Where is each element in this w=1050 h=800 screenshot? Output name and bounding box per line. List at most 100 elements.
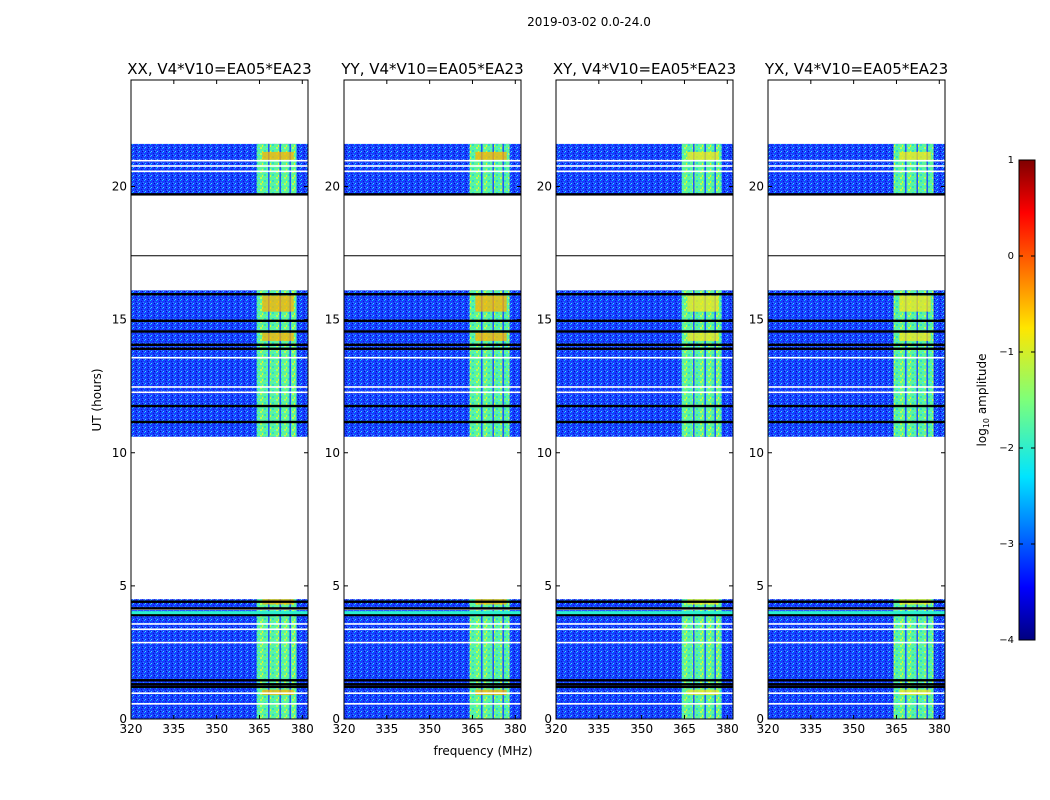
flag-line	[768, 386, 945, 388]
flag-line	[131, 703, 308, 705]
gap-line	[344, 347, 521, 350]
flag-line	[556, 692, 733, 694]
gap-line	[768, 420, 945, 424]
channel-gap	[492, 143, 494, 195]
channel-gap	[704, 290, 706, 437]
gap-line	[131, 404, 308, 408]
x-tick-label: 380	[928, 722, 951, 736]
y-tick-label: 10	[112, 446, 127, 460]
channel-gap	[279, 599, 281, 719]
x-tick-label: 380	[291, 722, 314, 736]
hot-patch	[899, 151, 931, 160]
channel-gap	[704, 599, 706, 719]
hot-patch	[262, 295, 294, 312]
channel-gap	[693, 599, 695, 719]
colorbar-tick-label: −3	[999, 539, 1014, 550]
channel-gap	[481, 599, 483, 719]
gap-line	[556, 293, 733, 296]
channel-gap	[905, 599, 907, 719]
channel-gap	[279, 290, 281, 437]
panel-title: XY, V4*V10=EA05*EA23	[553, 60, 736, 78]
flag-line	[556, 641, 733, 644]
x-tick-label: 365	[885, 722, 908, 736]
flag-line	[344, 159, 521, 162]
gap-line	[131, 319, 308, 323]
hot-patch	[475, 151, 507, 160]
gap-line	[768, 193, 945, 196]
gap-line	[768, 613, 945, 617]
flag-line	[556, 356, 733, 359]
hot-patch	[475, 295, 507, 312]
gap-line	[131, 293, 308, 296]
hot-patch	[687, 151, 719, 160]
x-tick-label: 350	[418, 722, 441, 736]
x-tick-label: 320	[120, 722, 143, 736]
y-tick-label: 15	[749, 313, 764, 327]
gap-line	[344, 319, 521, 323]
panel-xy: XY, V4*V10=EA05*EA23 320 335 350 365 380 0 5 10 1…	[537, 60, 739, 736]
hot-patch	[899, 332, 931, 341]
flag-line	[344, 391, 521, 394]
panel-frame	[767, 79, 946, 720]
channel-gap	[916, 599, 918, 719]
panels: XX, V4*V10=EA05*EA23 320 335 350 365 380 0 5 10 1…	[112, 60, 951, 736]
y-tick-label: 15	[112, 313, 127, 327]
channel-gap	[279, 143, 281, 195]
channel-gap	[268, 290, 270, 437]
panel-xx: XX, V4*V10=EA05*EA23 320 335 350 365 380 0 5 10 1…	[112, 60, 314, 736]
flag-line	[556, 628, 733, 631]
gap-line	[768, 685, 945, 689]
panel-title: XX, V4*V10=EA05*EA23	[127, 60, 311, 78]
y-tick-label: 10	[537, 446, 552, 460]
flag-line	[344, 170, 521, 173]
x-tick-label: 335	[799, 722, 822, 736]
x-tick-label: 365	[673, 722, 696, 736]
y-tick-label: 5	[332, 579, 340, 593]
y-tick-label: 20	[537, 180, 552, 194]
gap-line	[556, 404, 733, 408]
panel-frame	[555, 79, 734, 720]
gap-line	[556, 343, 733, 346]
channel-gap	[502, 599, 504, 719]
flag-line	[768, 641, 945, 644]
y-tick-label: 10	[325, 446, 340, 460]
flag-line	[131, 170, 308, 173]
flag-line	[131, 692, 308, 694]
gap-line	[556, 679, 733, 682]
flag-line	[556, 159, 733, 162]
x-tick-label: 335	[587, 722, 610, 736]
x-tick-label: 380	[504, 722, 527, 736]
channel-gap	[714, 599, 716, 719]
gap-line	[768, 343, 945, 346]
gap-line	[768, 293, 945, 296]
y-tick-label: 0	[544, 712, 552, 726]
channel-gap	[926, 290, 928, 437]
y-tick-label: 0	[756, 712, 764, 726]
colorbar: 1 0 −1 −2 −3 −4 log10 amplitude	[975, 155, 1036, 646]
flag-line	[131, 391, 308, 394]
channel-gap	[916, 143, 918, 195]
channel-gap	[714, 290, 716, 437]
flag-line	[131, 386, 308, 388]
colorbar-tick-label: 0	[1008, 251, 1014, 262]
channel-gap	[704, 143, 706, 195]
gap-line	[344, 330, 521, 333]
hot-patch	[475, 332, 507, 341]
gap-line	[768, 607, 945, 610]
flag-line	[768, 356, 945, 359]
gap-line	[768, 330, 945, 333]
flag-line	[768, 170, 945, 173]
channel-gap	[268, 599, 270, 719]
x-tick-label: 365	[461, 722, 484, 736]
x-tick-label: 380	[716, 722, 739, 736]
flag-line	[344, 623, 521, 625]
gap-line	[344, 193, 521, 196]
gap-line	[344, 607, 521, 610]
figure-suptitle: 2019-03-02 0.0-24.0	[527, 15, 651, 29]
gap-line	[131, 683, 308, 686]
gap-line	[556, 193, 733, 196]
gap-line	[556, 600, 733, 603]
panel-frame	[343, 79, 522, 720]
y-tick-label: 0	[332, 712, 340, 726]
gap-line	[344, 420, 521, 424]
